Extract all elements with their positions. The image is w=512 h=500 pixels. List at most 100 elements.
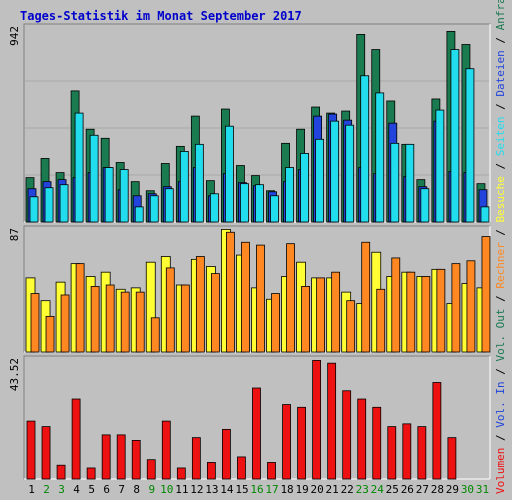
x-tick-label: 18 [280, 483, 293, 496]
x-tick-label: 28 [431, 483, 444, 496]
x-tick-label: 21 [326, 483, 339, 496]
bar-seiten [104, 167, 114, 223]
bar-rechner [406, 271, 416, 353]
bar-rechner [346, 300, 356, 353]
bar-rechner [436, 268, 446, 353]
bar-rechner [301, 286, 310, 353]
bar-rechner [165, 267, 175, 353]
bar-rechner [361, 241, 371, 353]
bar-volumen [387, 426, 397, 480]
x-tick-label: 10 [160, 483, 173, 496]
bar-volumen [342, 390, 352, 480]
x-tick-label: 20 [311, 483, 324, 496]
y-max-label: 87 [8, 228, 21, 241]
bar-seiten [405, 143, 415, 223]
bar-rechner [105, 284, 115, 353]
bar-rechner [180, 284, 190, 353]
bar-seiten [480, 206, 490, 223]
x-tick-label: 2 [43, 483, 50, 496]
x-tick-label: 17 [265, 483, 278, 496]
y-max-label: 942 [8, 26, 21, 46]
bar-volumen [101, 434, 111, 480]
bar-volumen [327, 362, 337, 480]
bar-rechner [150, 317, 160, 353]
bar-rechner [451, 263, 461, 353]
legend-entry: / [494, 156, 507, 176]
y-max-label: 43.52 [8, 358, 21, 391]
legend-entry: Rechner [494, 242, 507, 289]
x-tick-label: 25 [386, 483, 399, 496]
bar-seiten [435, 109, 445, 223]
legend-entry: Besuche [494, 176, 507, 222]
bar-volumen [402, 423, 412, 480]
bar-seiten [44, 187, 54, 223]
bar-seiten [420, 188, 430, 223]
x-tick-label: 22 [341, 483, 354, 496]
bar-rechner [135, 291, 145, 353]
legend-entry: / [494, 97, 507, 117]
bar-rechner [90, 286, 100, 353]
legend-entry: Dateien [494, 50, 507, 96]
legend-entry: / [494, 428, 507, 448]
bar-rechner [195, 256, 205, 353]
bar-seiten [270, 195, 279, 223]
legend-entry: / [494, 222, 507, 242]
bar-besuche [145, 261, 156, 353]
bar-rechner [75, 263, 85, 353]
bar-rechner [226, 231, 235, 353]
x-tick-label: 15 [235, 483, 248, 496]
x-tick-label: 24 [371, 483, 385, 496]
x-tick-label: 23 [356, 483, 369, 496]
x-tick-label: 1 [28, 483, 35, 496]
bar-volumen [71, 398, 81, 480]
bar-volumen [222, 428, 231, 480]
bar-volumen [56, 464, 66, 480]
bar-volumen [282, 404, 291, 480]
x-tick-label: 27 [416, 483, 429, 496]
bar-rechner [376, 288, 386, 353]
x-tick-label: 13 [205, 483, 218, 496]
bar-volumen [357, 398, 367, 480]
bar-volumen [191, 437, 201, 480]
bar-rechner [241, 241, 250, 353]
x-tick-label: 7 [118, 483, 125, 496]
x-tick-label: 4 [73, 483, 80, 496]
x-tick-label: 12 [190, 483, 203, 496]
bar-rechner [421, 276, 431, 353]
bar-volumen [447, 437, 457, 480]
bar-seiten [134, 206, 144, 223]
bar-rechner [286, 243, 295, 353]
x-tick-label: 8 [133, 483, 140, 496]
bar-volumen [372, 406, 382, 480]
bar-volumen [116, 434, 126, 480]
bar-volumen [237, 456, 246, 480]
bar-seiten [119, 169, 129, 223]
bar-rechner [30, 293, 40, 353]
bar-volumen [161, 420, 171, 480]
bar-volumen [417, 426, 427, 480]
bar-volumen [26, 420, 36, 480]
x-tick-label: 26 [401, 483, 414, 496]
bar-seiten [194, 143, 204, 223]
bar-volumen [252, 387, 261, 480]
bar-rechner [60, 294, 70, 353]
bar-seiten [29, 196, 39, 223]
bar-volumen [86, 467, 96, 480]
legend-entry: Anfragen [494, 0, 507, 30]
bar-rechner [481, 236, 491, 353]
bar-seiten [240, 183, 249, 223]
bar-seiten [465, 68, 475, 223]
x-tick-label: 9 [148, 483, 155, 496]
legend-entry: Seiten [494, 116, 507, 156]
bar-volumen [41, 426, 51, 480]
legend-entry: Volumen [494, 448, 507, 494]
bar-seiten [179, 151, 189, 223]
bar-volumen [267, 462, 276, 480]
x-tick-label: 3 [58, 483, 65, 496]
bar-volumen [131, 439, 141, 480]
bar-rechner [316, 277, 326, 353]
bar-rechner [271, 293, 280, 353]
bar-seiten [285, 167, 294, 223]
bar-seiten [225, 125, 234, 223]
